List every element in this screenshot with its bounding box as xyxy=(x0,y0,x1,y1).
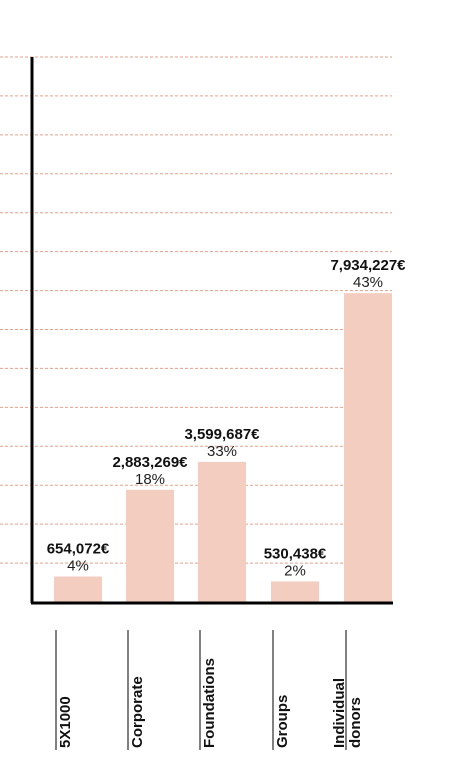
bars xyxy=(54,293,392,602)
value-label: 2,883,269€ xyxy=(112,454,188,471)
value-label: 3,599,687€ xyxy=(184,426,260,443)
category-label-line: Individual xyxy=(331,678,348,748)
category-label-foundations: Foundations xyxy=(201,658,218,748)
category-labels: 5X1000 Corporate Foundations Groups Individu… xyxy=(55,630,364,750)
value-label: 530,438€ xyxy=(264,545,327,562)
category-label-5x1000: 5X1000 xyxy=(57,696,74,748)
category-label-line: donors xyxy=(347,697,364,748)
bar-5x1000 xyxy=(54,576,102,602)
percent-label: 4% xyxy=(67,558,89,575)
percent-label: 2% xyxy=(284,562,306,579)
percent-label: 33% xyxy=(207,443,237,460)
category-label-line: Groups xyxy=(274,695,291,748)
gridlines xyxy=(0,56,392,564)
percent-label: 43% xyxy=(353,274,383,291)
category-label-corporate: Corporate xyxy=(129,676,146,748)
data-labels: 654,072€4% 2,883,269€18% 3,599,687€33% 530,… xyxy=(47,257,406,579)
bar-corporate xyxy=(126,489,174,602)
category-label-line: 5X1000 xyxy=(57,696,74,748)
axes xyxy=(30,57,393,605)
bar-individual-donors xyxy=(344,293,392,602)
category-label-groups: Groups xyxy=(274,695,291,748)
value-label: 654,072€ xyxy=(47,541,110,558)
category-label-line: Corporate xyxy=(129,676,146,748)
value-label: 7,934,227€ xyxy=(330,257,406,274)
category-label-line: Foundations xyxy=(201,658,218,748)
bar-groups xyxy=(271,581,319,602)
bar-foundations xyxy=(198,461,246,602)
percent-label: 18% xyxy=(135,471,165,488)
category-label-individual-donors: Individualdonors xyxy=(331,678,364,748)
